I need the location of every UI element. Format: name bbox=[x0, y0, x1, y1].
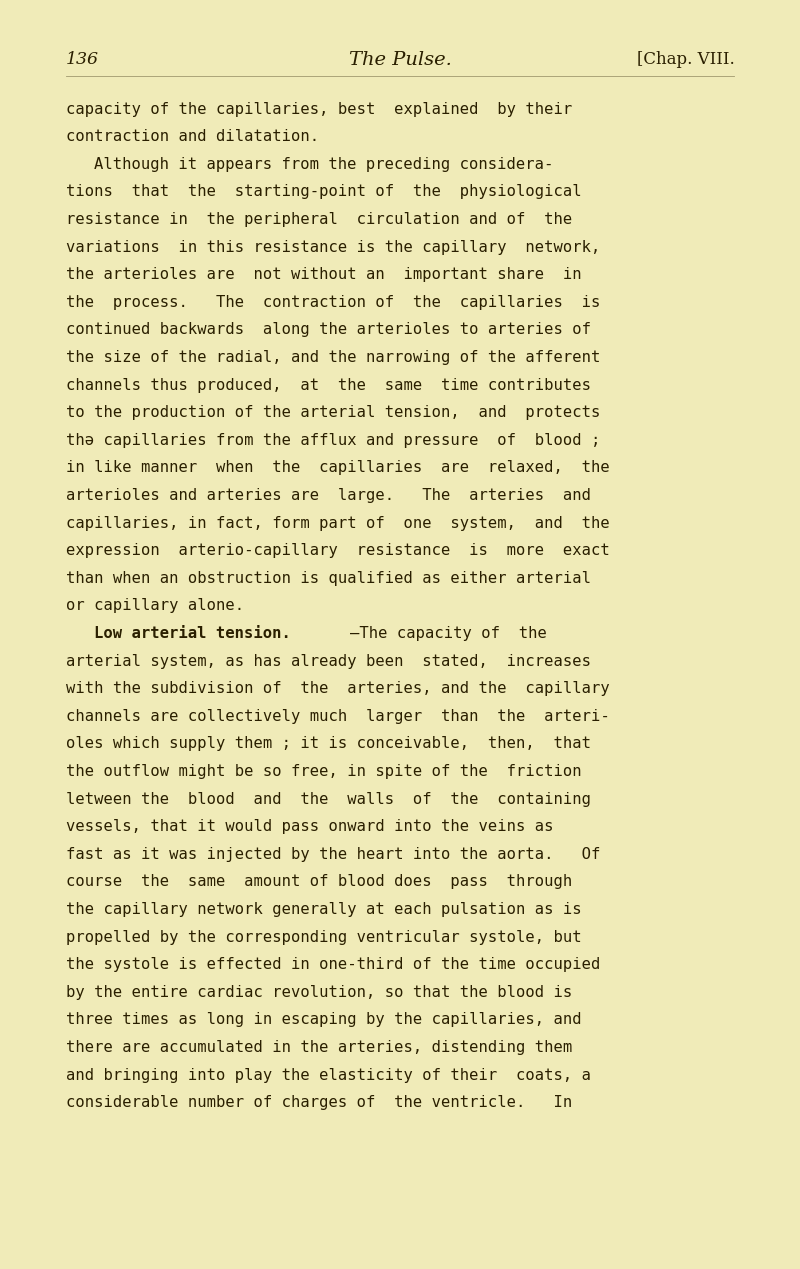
Text: by the entire cardiac revolution, so that the blood is: by the entire cardiac revolution, so tha… bbox=[66, 985, 572, 1000]
Text: three times as long in escaping by the capillaries, and: three times as long in escaping by the c… bbox=[66, 1013, 582, 1028]
Text: thə capillaries from the afflux and pressure  of  blood ;: thə capillaries from the afflux and pres… bbox=[66, 433, 600, 448]
Text: the outflow might be so free, in spite of the  friction: the outflow might be so free, in spite o… bbox=[66, 764, 582, 779]
Text: —The capacity of  the: —The capacity of the bbox=[350, 626, 547, 641]
Text: there are accumulated in the arteries, distending them: there are accumulated in the arteries, d… bbox=[66, 1039, 572, 1055]
Text: Although it appears from the preceding considera-: Although it appears from the preceding c… bbox=[94, 156, 554, 171]
Text: continued backwards  along the arterioles to arteries of: continued backwards along the arterioles… bbox=[66, 322, 590, 338]
Text: propelled by the corresponding ventricular systole, but: propelled by the corresponding ventricul… bbox=[66, 929, 582, 944]
Text: resistance in  the peripheral  circulation and of  the: resistance in the peripheral circulation… bbox=[66, 212, 572, 227]
Text: arterioles and arteries are  large.   The  arteries  and: arterioles and arteries are large. The a… bbox=[66, 487, 590, 503]
Text: with the subdivision of  the  arteries, and the  capillary: with the subdivision of the arteries, an… bbox=[66, 681, 610, 697]
Text: variations  in this resistance is the capillary  network,: variations in this resistance is the cap… bbox=[66, 240, 600, 255]
Text: channels thus produced,  at  the  same  time contributes: channels thus produced, at the same time… bbox=[66, 377, 590, 392]
Text: expression  arterio-capillary  resistance  is  more  exact: expression arterio-capillary resistance … bbox=[66, 543, 610, 558]
Text: channels are collectively much  larger  than  the  arteri-: channels are collectively much larger th… bbox=[66, 708, 610, 723]
Text: or capillary alone.: or capillary alone. bbox=[66, 598, 244, 613]
Text: letween the  blood  and  the  walls  of  the  containing: letween the blood and the walls of the c… bbox=[66, 792, 590, 807]
Text: in like manner  when  the  capillaries  are  relaxed,  the: in like manner when the capillaries are … bbox=[66, 461, 610, 476]
Text: the size of the radial, and the narrowing of the afferent: the size of the radial, and the narrowin… bbox=[66, 350, 600, 365]
Text: contraction and dilatation.: contraction and dilatation. bbox=[66, 129, 318, 145]
Text: vessels, that it would pass onward into the veins as: vessels, that it would pass onward into … bbox=[66, 820, 553, 834]
Text: 136: 136 bbox=[66, 51, 98, 69]
Text: Low arterial tension.: Low arterial tension. bbox=[94, 626, 291, 641]
Text: The Pulse.: The Pulse. bbox=[349, 51, 451, 69]
Text: considerable number of charges of  the ventricle.   In: considerable number of charges of the ve… bbox=[66, 1095, 572, 1110]
Text: the systole is effected in one-third of the time occupied: the systole is effected in one-third of … bbox=[66, 957, 600, 972]
Text: to the production of the arterial tension,  and  protects: to the production of the arterial tensio… bbox=[66, 405, 600, 420]
Text: the capillary network generally at each pulsation as is: the capillary network generally at each … bbox=[66, 902, 582, 917]
Text: course  the  same  amount of blood does  pass  through: course the same amount of blood does pas… bbox=[66, 874, 572, 890]
Text: arterial system, as has already been  stated,  increases: arterial system, as has already been sta… bbox=[66, 654, 590, 669]
Text: the  process.   The  contraction of  the  capillaries  is: the process. The contraction of the capi… bbox=[66, 294, 600, 310]
Text: and bringing into play the elasticity of their  coats, a: and bringing into play the elasticity of… bbox=[66, 1067, 590, 1082]
Text: fast as it was injected by the heart into the aorta.   Of: fast as it was injected by the heart int… bbox=[66, 846, 600, 862]
Text: capillaries, in fact, form part of  one  system,  and  the: capillaries, in fact, form part of one s… bbox=[66, 515, 610, 530]
Text: than when an obstruction is qualified as either arterial: than when an obstruction is qualified as… bbox=[66, 571, 590, 586]
Text: the arterioles are  not without an  important share  in: the arterioles are not without an import… bbox=[66, 266, 582, 282]
Text: capacity of the capillaries, best  explained  by their: capacity of the capillaries, best explai… bbox=[66, 102, 572, 117]
Text: [Chap. VIII.: [Chap. VIII. bbox=[637, 51, 734, 69]
Text: tions  that  the  starting-point of  the  physiological: tions that the starting-point of the phy… bbox=[66, 184, 582, 199]
Text: oles which supply them ; it is conceivable,  then,  that: oles which supply them ; it is conceivab… bbox=[66, 736, 590, 751]
